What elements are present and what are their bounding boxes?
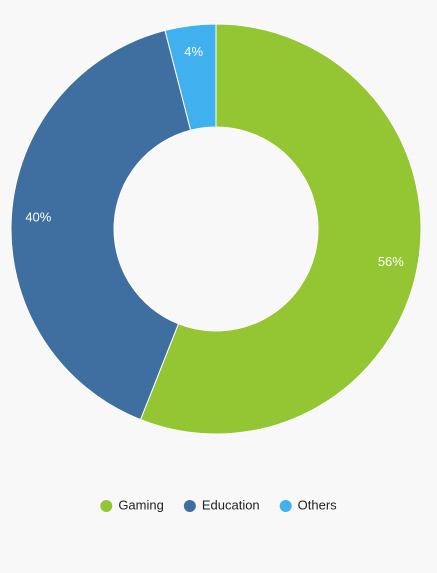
legend-label: Others: [298, 497, 338, 512]
donut-slice: [139, 23, 422, 435]
legend-marker: [279, 500, 292, 512]
donut-slice: [164, 23, 217, 131]
slice-label: 40%: [25, 209, 51, 224]
slice-label: 4%: [184, 44, 203, 59]
slice-label: 56%: [378, 254, 404, 269]
legend-marker: [100, 500, 113, 512]
legend-label: Education: [202, 497, 260, 512]
legend-label: Gaming: [118, 497, 164, 512]
legend-marker: [183, 500, 196, 512]
donut-slice: [10, 29, 192, 421]
legend: Gaming Education Others: [100, 497, 337, 512]
